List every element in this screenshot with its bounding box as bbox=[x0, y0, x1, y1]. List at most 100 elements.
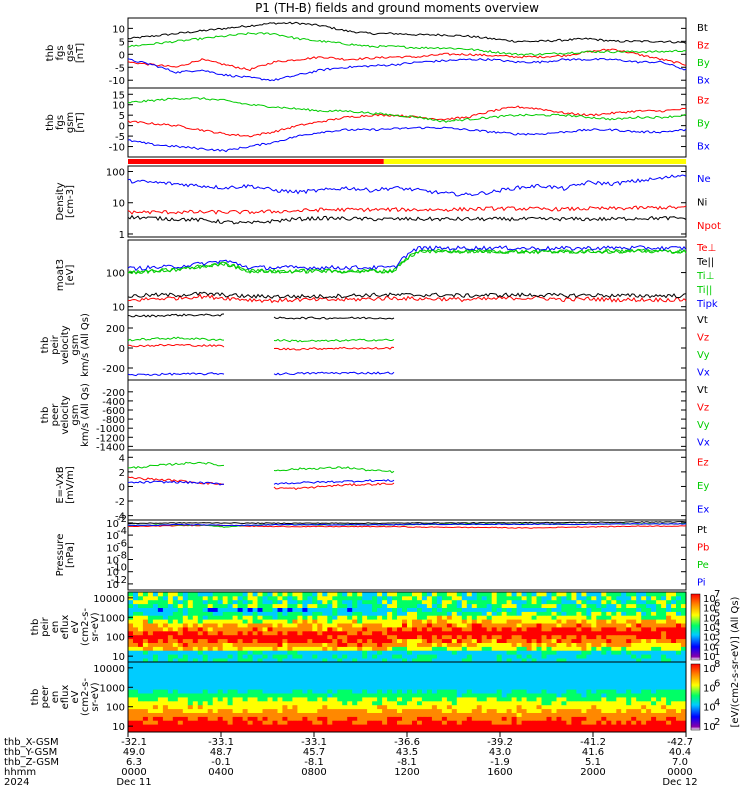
spectrogram-cell bbox=[541, 712, 547, 717]
spectrogram-cell bbox=[287, 595, 293, 601]
spectrogram-cell bbox=[496, 681, 503, 686]
spectrogram-cell bbox=[272, 700, 278, 706]
spectrogram-cell bbox=[352, 634, 358, 640]
spectrogram-cell bbox=[646, 619, 652, 624]
spectrogram-cell bbox=[417, 720, 423, 725]
spectrogram-cell bbox=[232, 689, 238, 694]
legend-Ex: Ex bbox=[697, 504, 709, 515]
spectrogram-cell bbox=[387, 654, 393, 659]
spectrogram-cell bbox=[681, 685, 687, 690]
spectrogram-cell bbox=[177, 681, 184, 686]
spectrogram-cell bbox=[202, 646, 209, 651]
spectrogram-cell bbox=[526, 720, 532, 725]
spectrogram-cell bbox=[232, 712, 238, 717]
spectrogram-cell bbox=[297, 708, 303, 713]
spectrogram-cell bbox=[506, 611, 512, 616]
spectrogram-cell bbox=[581, 654, 587, 659]
spectrogram-cell bbox=[521, 611, 527, 616]
spectrogram-cell bbox=[232, 665, 238, 671]
spectrogram-cell bbox=[581, 592, 587, 597]
spectrogram-cell bbox=[671, 708, 677, 713]
spectrogram-cell bbox=[581, 662, 587, 667]
y-tick-label: 5 bbox=[119, 37, 125, 48]
spectrogram-cell bbox=[681, 619, 687, 624]
spectrogram-cell bbox=[147, 720, 154, 725]
x-gsm-z-value: 5.1 bbox=[585, 757, 601, 768]
spectrogram-cell bbox=[491, 627, 498, 632]
spectrogram-cell bbox=[142, 724, 149, 729]
spectrogram-cell bbox=[138, 638, 144, 643]
spectrogram-cell bbox=[571, 681, 577, 686]
spectrogram-cell bbox=[561, 693, 567, 698]
spectrogram-cell bbox=[377, 693, 383, 698]
spectrogram-cell bbox=[541, 630, 547, 636]
spectrogram-cell bbox=[461, 619, 468, 624]
spectrogram-cell bbox=[611, 623, 617, 628]
spectrogram-cell bbox=[471, 650, 478, 655]
spectrogram-cell bbox=[481, 642, 488, 647]
spectrogram-cell bbox=[187, 592, 194, 597]
spectrogram-cell bbox=[362, 673, 368, 678]
spectrogram-cell bbox=[566, 724, 572, 729]
spectrogram-cell bbox=[611, 634, 617, 640]
spectrogram-cell bbox=[526, 623, 532, 628]
spectrogram-cell bbox=[621, 646, 627, 651]
spectrogram-cell bbox=[287, 642, 293, 647]
spectrogram-cell bbox=[531, 673, 537, 678]
spectrogram-cell bbox=[436, 592, 443, 597]
spectrogram-cell bbox=[187, 716, 194, 721]
spectrogram-cell bbox=[516, 724, 522, 729]
spectrogram-cell bbox=[133, 650, 139, 655]
spectrogram-cell bbox=[591, 650, 597, 655]
spectrogram-cell bbox=[282, 615, 288, 620]
spectrogram-cell bbox=[312, 599, 318, 605]
colorbar-tick-label: 10 bbox=[703, 623, 716, 634]
spectrogram-cell bbox=[601, 669, 607, 675]
spectrogram-cell bbox=[631, 627, 637, 632]
spectrogram-cell bbox=[142, 669, 149, 675]
spectrogram-cell bbox=[377, 662, 383, 667]
spectrogram-cell bbox=[182, 650, 189, 655]
spectrogram-cell bbox=[576, 603, 582, 608]
spectrogram-cell bbox=[207, 689, 214, 694]
spectrogram-cell bbox=[496, 592, 503, 597]
spectrogram-cell bbox=[138, 634, 144, 640]
spectrogram-cell bbox=[661, 592, 667, 597]
spectrogram-cell bbox=[182, 677, 189, 682]
spectrogram-cell bbox=[157, 658, 164, 663]
spectrogram-cell bbox=[451, 685, 458, 690]
spectrogram-cell bbox=[222, 697, 229, 702]
colorbar-tick-label: 10 bbox=[703, 604, 716, 615]
spectrogram-cell bbox=[481, 607, 488, 612]
y-tick-label: 1000 bbox=[100, 613, 125, 624]
series-line-Ex bbox=[127, 478, 395, 486]
spectrogram-cell bbox=[576, 685, 582, 690]
spectrogram-cell bbox=[352, 681, 358, 686]
spectrogram-cell bbox=[367, 716, 373, 721]
spectrogram-cell bbox=[436, 712, 443, 717]
spectrogram-cell bbox=[302, 646, 308, 651]
spectrogram-cell bbox=[476, 599, 483, 605]
colorbar-label: [eV/(cm2-s-sr-eV)] (All Qs) bbox=[730, 596, 741, 727]
spectrogram-cell bbox=[521, 704, 527, 710]
mode-bar-red bbox=[128, 159, 384, 164]
spectrogram-cell bbox=[591, 646, 597, 651]
spectrogram-cell bbox=[661, 708, 667, 713]
spectrogram-cell bbox=[551, 650, 557, 655]
spectrogram-cell bbox=[681, 720, 687, 725]
spectrogram-cell bbox=[342, 650, 348, 655]
spectrogram-cell bbox=[576, 712, 582, 717]
spectrogram-cell bbox=[222, 627, 229, 632]
spectrogram-cell bbox=[611, 646, 617, 651]
spectrogram-cell bbox=[133, 685, 139, 690]
spectrogram-cell bbox=[282, 693, 288, 698]
spectrogram-cell bbox=[327, 665, 333, 671]
spectrogram-cell bbox=[197, 704, 204, 710]
spectrogram-cell bbox=[142, 728, 149, 733]
spectrogram-cell bbox=[461, 681, 468, 686]
y-tick-label: 5 bbox=[119, 111, 125, 122]
spectrogram-cell bbox=[317, 619, 323, 624]
spectrogram-cell bbox=[466, 693, 473, 698]
spectrogram-cell bbox=[252, 697, 258, 702]
